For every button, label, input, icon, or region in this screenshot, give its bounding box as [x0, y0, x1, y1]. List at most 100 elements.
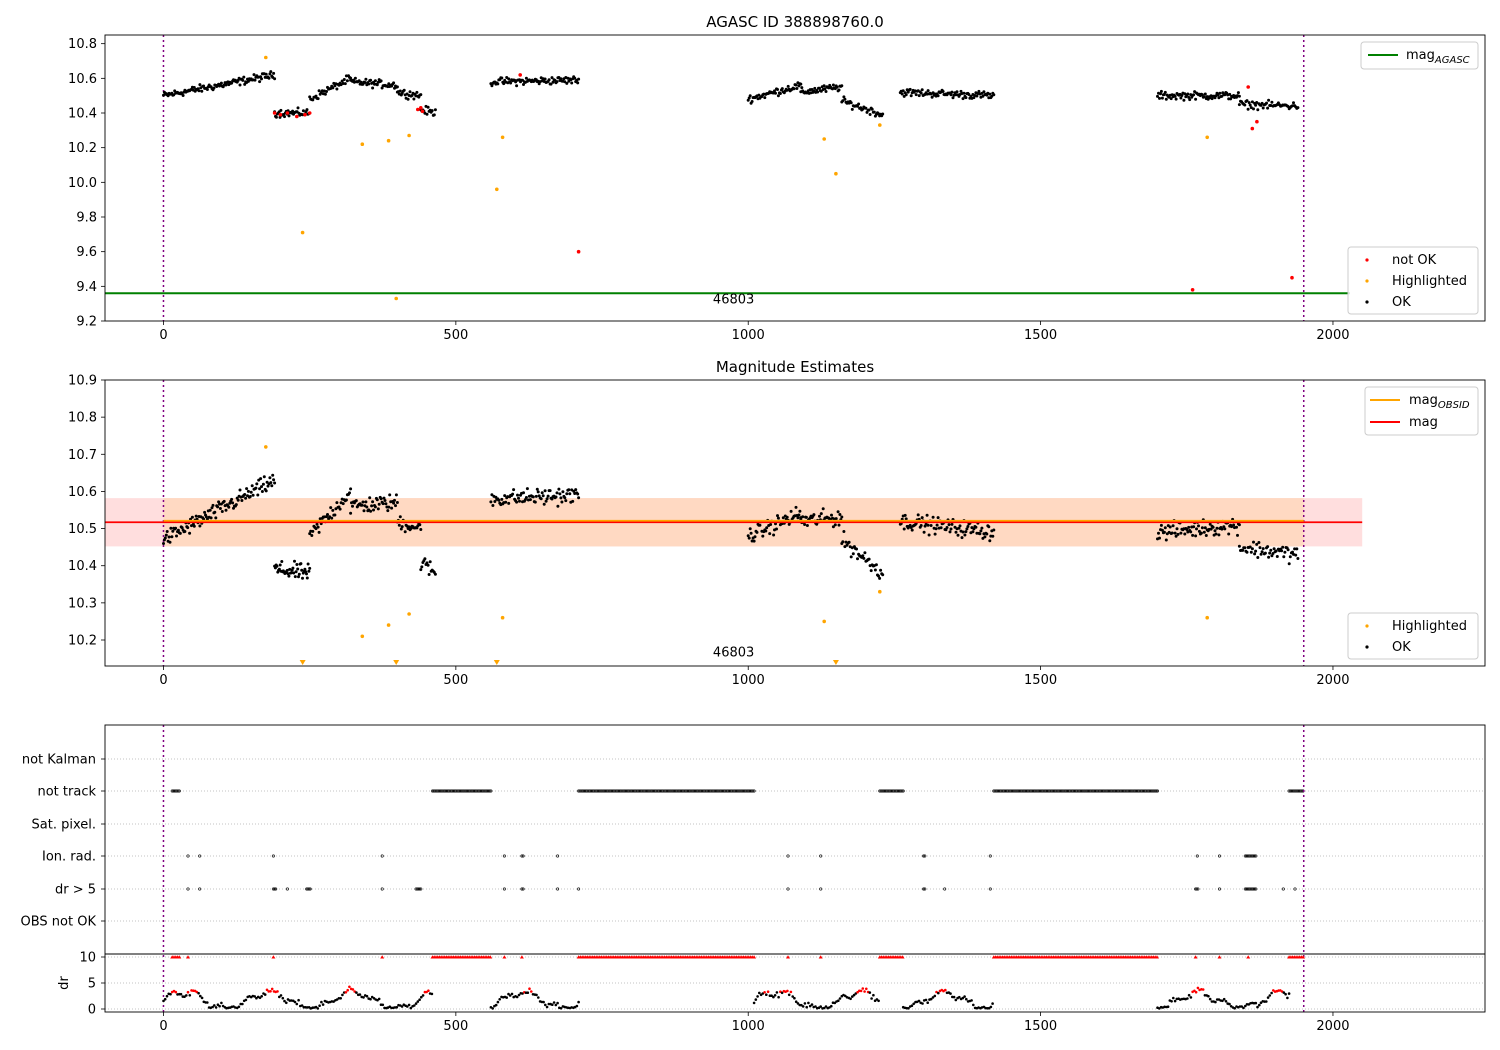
dr-point	[575, 1004, 579, 1008]
dr-point	[851, 995, 854, 998]
panel2-ok-point	[292, 571, 296, 575]
panel1-ok-point	[500, 76, 504, 80]
flag-marker	[577, 887, 581, 891]
flag-marker	[285, 887, 289, 891]
panel2-ok-point	[1252, 540, 1255, 544]
panel1-ok-point	[900, 92, 904, 96]
panel2-ok-point	[202, 517, 206, 521]
dr-point	[958, 995, 961, 999]
panel1-ok-point	[902, 94, 906, 98]
panel2-ok-point	[393, 498, 396, 502]
dr-point	[414, 1002, 418, 1005]
legend-swatch-not-ok	[1365, 258, 1369, 262]
panel2-ok-point	[772, 533, 776, 537]
panel2-ok-point	[518, 499, 521, 503]
legend-label: not OK	[1392, 253, 1437, 268]
dr-high-point	[1196, 986, 1200, 990]
dr-point	[1214, 1000, 1217, 1004]
panel2-xtick-label: 0	[159, 673, 167, 688]
dr-point	[949, 992, 952, 995]
panel1-ytick-label: 9.8	[76, 211, 97, 226]
panel2-ok-point	[176, 528, 180, 532]
dr-point	[162, 999, 165, 1003]
panel2-ok-point	[275, 564, 279, 568]
panel1-ok-point	[570, 81, 574, 85]
dr-point	[1270, 991, 1273, 995]
panel2-ok-point	[524, 496, 528, 499]
panel2-ok-point	[243, 493, 247, 496]
panel2-ok-point	[1261, 547, 1265, 551]
panel2-ok-point	[1236, 533, 1239, 537]
dr-point	[295, 1002, 299, 1006]
panel1-not-ok-point	[1190, 288, 1195, 292]
panel2-ok-point	[1183, 532, 1187, 536]
dr-point	[756, 995, 759, 998]
panel2-ok-point	[910, 528, 914, 532]
panel2-ok-point	[395, 501, 399, 504]
dr-high-point	[863, 990, 866, 993]
panel1-ok-point	[243, 82, 247, 86]
panel2-ok-point	[234, 503, 238, 507]
panel2-ok-point	[874, 563, 878, 567]
dr-point	[838, 997, 842, 1000]
panel2-ok-point	[210, 506, 214, 510]
dr-point	[293, 1000, 297, 1004]
panel2-ok-point	[335, 501, 339, 505]
panel1-ok-point	[778, 92, 782, 95]
panel-agasc: AGASC ID 388898760.0 0 500 1000 1500 2000 9.2…	[68, 13, 1486, 343]
panel2-ok-point	[341, 502, 345, 506]
panel1-ok-point	[1182, 98, 1186, 102]
dr-point	[365, 994, 369, 998]
dr-high-point	[1201, 988, 1205, 991]
panel2-ok-point	[855, 547, 858, 551]
panel1-ok-point	[549, 82, 553, 86]
panel3-xtick-label: 0	[159, 1019, 167, 1034]
panel2-ok-point	[548, 489, 552, 493]
dr-point	[803, 1002, 807, 1005]
dr-point	[358, 993, 362, 996]
panel2-ok-point	[511, 492, 515, 496]
panel2-ok-point	[837, 523, 841, 527]
panel2-ok-point	[1288, 555, 1292, 559]
panel2-ok-point	[776, 514, 779, 518]
panel1-ok-point	[432, 113, 436, 117]
dr-point	[924, 998, 928, 1002]
panel1-ok-point	[305, 108, 309, 112]
panel1-ok-point	[936, 94, 940, 98]
panel2-ok-point	[183, 530, 187, 533]
panel1-ok-point	[857, 102, 861, 106]
dr-point	[752, 1001, 756, 1005]
dr-point	[341, 993, 344, 997]
panel2-ok-point	[1215, 526, 1219, 530]
panel1-ok-point	[961, 97, 965, 101]
panel2-ok-point	[390, 506, 394, 510]
dr-point	[218, 1004, 221, 1008]
panel2-ok-point	[815, 522, 819, 526]
panel1-ok-point	[1266, 106, 1270, 110]
panel1-ok-point	[181, 94, 185, 97]
panel2-ok-point	[991, 534, 995, 538]
panel2-ok-point	[491, 504, 495, 507]
dr-point	[849, 997, 852, 1001]
panel2-ok-point	[842, 530, 846, 533]
panel1-ok-point	[363, 81, 367, 84]
dr-point	[872, 993, 875, 997]
dr-point	[793, 996, 796, 1000]
panel1-ok-point	[980, 91, 984, 95]
dr-point	[805, 1005, 808, 1009]
panel1-ok-point	[335, 87, 339, 91]
panel2-xtick-label: 2000	[1316, 673, 1349, 688]
panel1-ok-point	[955, 90, 959, 94]
panel2-ok-point	[964, 530, 968, 534]
panel2-ok-point	[1296, 557, 1300, 560]
panel2-ok-point	[260, 490, 264, 493]
panel2-ok-point	[841, 540, 845, 544]
panel1-ok-point	[835, 85, 839, 89]
dr-point	[297, 998, 300, 1002]
dr-point	[933, 994, 937, 998]
panel2-ok-point	[171, 529, 175, 533]
panel2-ok-point	[926, 523, 930, 527]
panel2-ytick-label: 10.8	[68, 411, 97, 426]
panel2-ok-point	[244, 496, 248, 500]
panel2-ok-point	[1199, 531, 1203, 535]
